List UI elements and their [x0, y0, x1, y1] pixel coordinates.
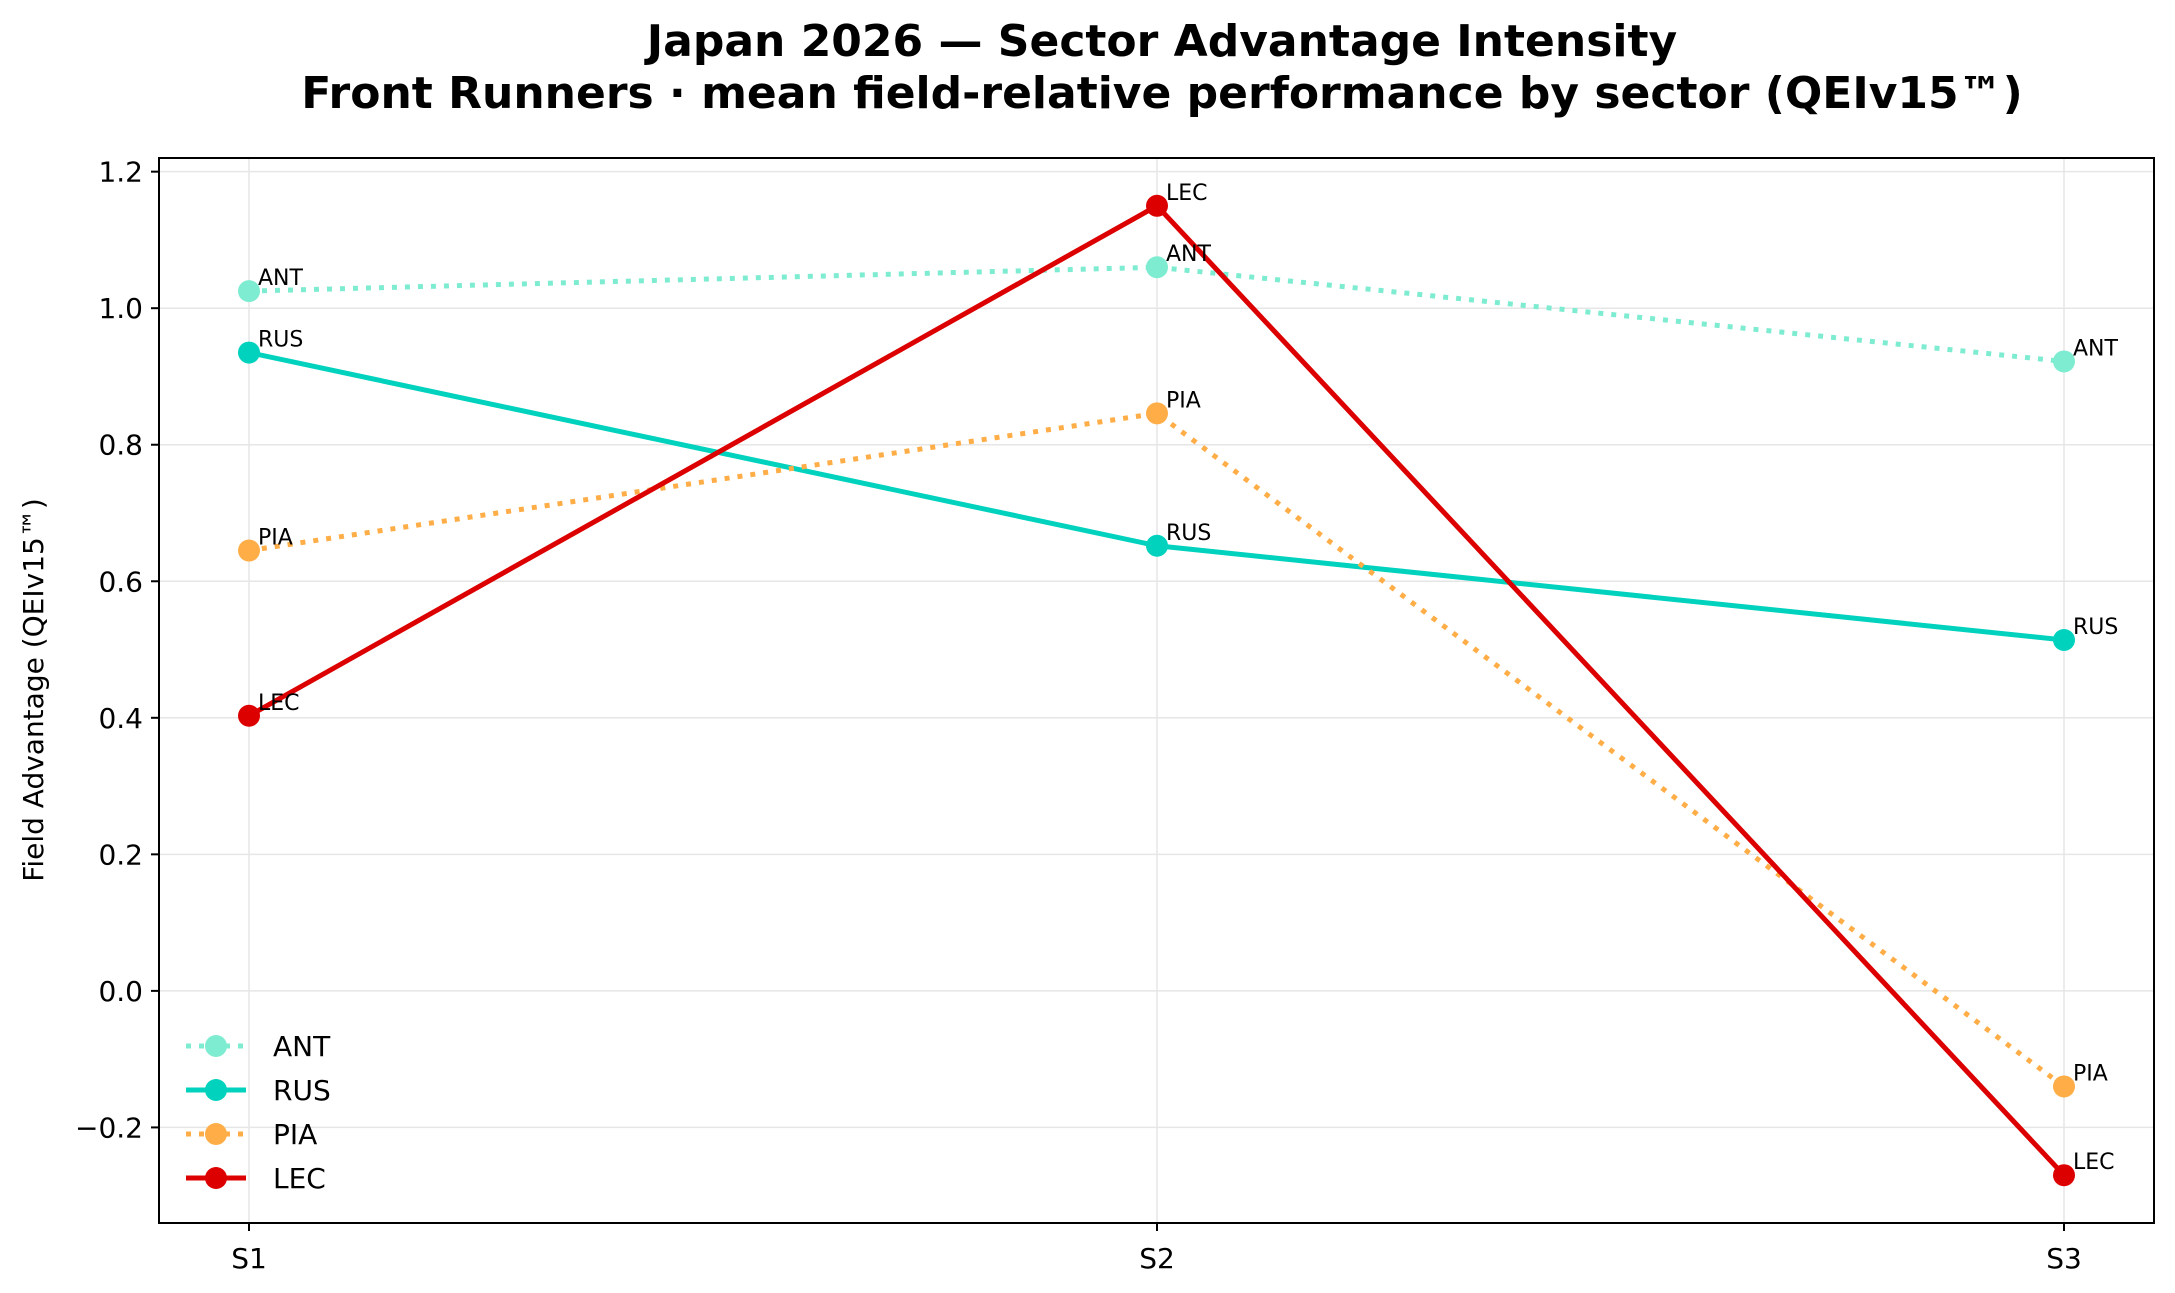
y-tick-label: 0.2	[98, 838, 143, 871]
legend-marker-pia	[205, 1123, 227, 1145]
data-point-rus	[2053, 628, 2075, 651]
point-label-rus: RUS	[2073, 615, 2118, 640]
y-axis-label: Field Advantage (QEIv15™)	[17, 498, 50, 882]
point-label-lec: LEC	[1166, 181, 1208, 206]
point-labels: ANT ANT ANT RUS RUS RUS PIA PIA PIA LEC LEC LEC	[258, 181, 2119, 1175]
legend: ANT RUS PIA LEC	[186, 1030, 331, 1195]
point-label-ant: ANT	[1166, 242, 1212, 267]
y-tick-label: 0.6	[98, 565, 143, 598]
data-point-ant	[2053, 350, 2075, 373]
axes: −0.2 0.0 0.2 0.4 0.6 0.8 1.0 1.2 S1 S2 S3	[75, 156, 2155, 1275]
legend-marker-lec	[205, 1167, 227, 1189]
grid	[159, 158, 2154, 1223]
series-line-ant	[248, 264, 2065, 364]
data-point-rus	[238, 341, 260, 364]
data-point-lec	[238, 704, 260, 727]
x-tick-label: S3	[2046, 1242, 2082, 1275]
legend-label-lec: LEC	[273, 1162, 326, 1195]
y-tick-label: 0.0	[98, 975, 143, 1008]
y-tick-label: 0.4	[98, 702, 143, 735]
point-label-lec: LEC	[258, 691, 300, 716]
data-point-pia	[238, 539, 260, 562]
point-label-rus: RUS	[1166, 521, 1211, 546]
data-point-pia	[1146, 402, 1168, 425]
y-tick-label: 0.8	[98, 429, 143, 462]
y-tick-label: −0.2	[75, 1111, 143, 1144]
chart-title: Japan 2026 — Sector Advantage Intensity	[644, 16, 1677, 67]
y-tick-label: 1.0	[98, 292, 143, 325]
legend-marker-ant	[205, 1035, 227, 1057]
series-layer	[238, 194, 2075, 1187]
data-point-pia	[2053, 1075, 2075, 1098]
point-label-rus: RUS	[258, 328, 303, 353]
legend-marker-rus	[205, 1079, 227, 1101]
chart-subtitle: Front Runners · mean field-relative perf…	[301, 68, 2022, 119]
data-point-lec	[2053, 1164, 2075, 1187]
point-label-pia: PIA	[1166, 388, 1201, 413]
point-label-ant: ANT	[2073, 336, 2119, 361]
legend-label-pia: PIA	[273, 1118, 317, 1151]
point-label-ant: ANT	[258, 266, 304, 291]
data-point-ant	[1146, 256, 1168, 279]
data-point-rus	[1146, 534, 1168, 557]
data-point-lec	[1146, 194, 1168, 217]
x-tick-label: S1	[231, 1242, 267, 1275]
point-label-pia: PIA	[258, 526, 293, 551]
x-tick-label: S2	[1139, 1242, 1175, 1275]
data-point-ant	[238, 280, 260, 303]
y-tick-label: 1.2	[98, 156, 143, 189]
point-label-pia: PIA	[2073, 1061, 2108, 1086]
legend-label-rus: RUS	[273, 1074, 331, 1107]
point-label-lec: LEC	[2073, 1150, 2115, 1175]
legend-label-ant: ANT	[273, 1030, 331, 1063]
